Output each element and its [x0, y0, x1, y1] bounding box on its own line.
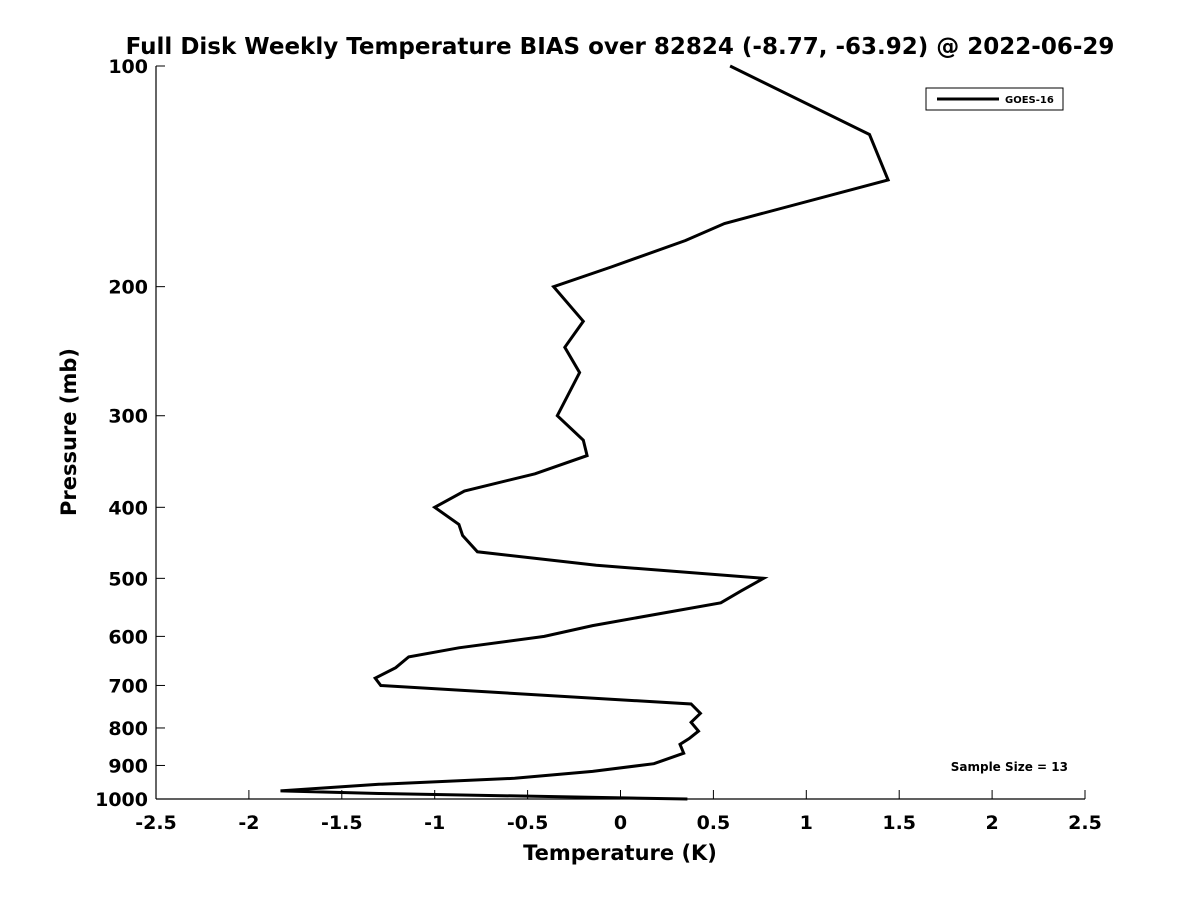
plot-area: -2.5 -2 -1.5 -1 -0.5 0 0.5 1 1.5 2 2.5 100 200 300 40…: [95, 56, 1102, 834]
series-line-goes-16: [280, 64, 891, 801]
legend: GOES-16: [925, 87, 1064, 111]
x-axis-label: Temperature (K): [523, 841, 717, 865]
y-axis-ticks: 100 200 300 400 500 600 700 800 900 1000: [95, 56, 165, 811]
y-tick-label: 900: [108, 755, 148, 777]
x-tick-label: 1: [800, 812, 813, 834]
y-tick-label: 300: [108, 406, 148, 428]
y-tick-label: 500: [108, 568, 148, 590]
x-tick-label: -1: [424, 812, 445, 834]
x-tick-label: -1.5: [321, 812, 363, 834]
x-tick-label: 2: [985, 812, 998, 834]
y-tick-label: 100: [108, 56, 148, 78]
y-tick-label: 600: [108, 626, 148, 648]
x-tick-label: 2.5: [1068, 812, 1102, 834]
x-tick-label: 0.5: [697, 812, 731, 834]
y-tick-label: 1000: [95, 789, 148, 811]
x-tick-label: 1.5: [882, 812, 916, 834]
x-tick-label: 0: [614, 812, 627, 834]
x-tick-label: -2: [238, 812, 259, 834]
x-axis-ticks: -2.5 -2 -1.5 -1 -0.5 0 0.5 1 1.5 2 2.5: [135, 790, 1102, 834]
y-tick-label: 800: [108, 718, 148, 740]
sample-size-annotation: Sample Size = 13: [951, 760, 1068, 774]
y-tick-label: 200: [108, 277, 148, 299]
y-tick-label: 700: [108, 675, 148, 697]
y-axis-label: Pressure (mb): [57, 348, 81, 516]
y-tick-label: 400: [108, 497, 148, 519]
x-tick-label: -2.5: [135, 812, 177, 834]
chart-title: Full Disk Weekly Temperature BIAS over 8…: [126, 34, 1115, 60]
legend-entry-goes-16: GOES-16: [1005, 95, 1054, 106]
x-tick-label: -0.5: [507, 812, 549, 834]
